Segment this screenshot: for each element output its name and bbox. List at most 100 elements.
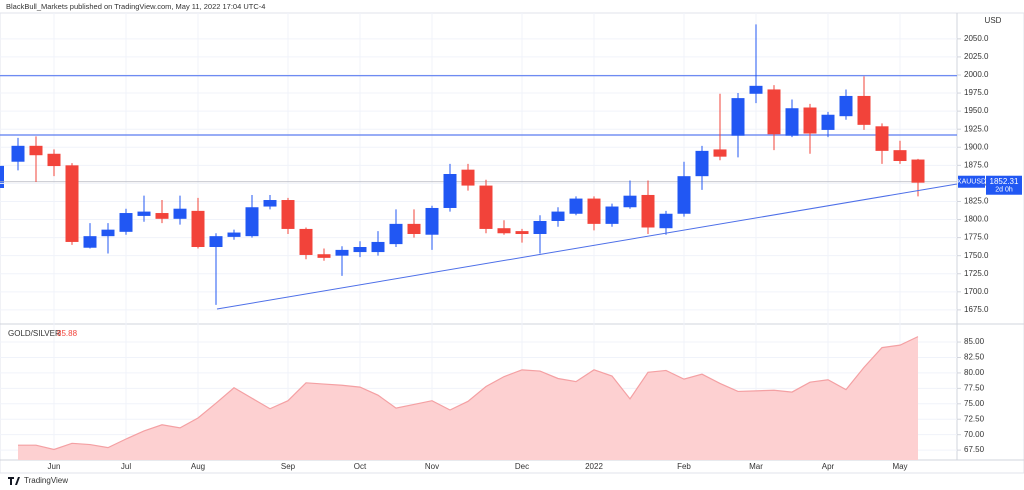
y-tick-label: 2000.0 xyxy=(964,70,989,79)
candle-body xyxy=(659,213,673,229)
candle-body xyxy=(767,89,781,135)
countdown: 2d 0h xyxy=(995,187,1013,194)
candle-body xyxy=(11,145,25,162)
candle-body xyxy=(749,85,763,94)
y-tick-label: 1900.0 xyxy=(964,142,989,151)
frame xyxy=(0,12,1024,474)
y-tick-label: 70.00 xyxy=(964,430,985,439)
candle-body xyxy=(461,169,475,186)
y-tick-label: 1725.0 xyxy=(964,269,989,278)
y-tick-label: 77.50 xyxy=(964,383,985,392)
candle-body xyxy=(839,95,853,117)
candle-body xyxy=(425,207,439,235)
candle-body xyxy=(407,223,421,234)
candle-body xyxy=(641,194,655,228)
y-tick-label: 82.50 xyxy=(964,353,985,362)
candle-body xyxy=(389,223,403,245)
candle-body xyxy=(677,176,691,214)
candle-body xyxy=(911,159,925,183)
area-line xyxy=(18,336,919,451)
marks xyxy=(0,24,957,460)
candle-body xyxy=(281,200,295,229)
y-tick-label: 1950.0 xyxy=(964,106,989,115)
currency-label: USD xyxy=(985,16,1002,25)
candle-body xyxy=(443,174,457,208)
candle-body xyxy=(623,195,637,208)
candle-body xyxy=(227,232,241,237)
candle-body xyxy=(857,95,871,125)
candle-body xyxy=(245,207,259,237)
candle-body xyxy=(875,126,889,151)
candle-body xyxy=(605,206,619,224)
x-tick-label: Mar xyxy=(749,462,763,471)
candle-body xyxy=(533,220,547,234)
candle-body xyxy=(173,208,187,219)
candle-body xyxy=(353,247,367,253)
candle-body xyxy=(371,241,385,253)
candle-body xyxy=(713,149,727,157)
candle-body xyxy=(65,165,79,242)
symbol-tag: XAUUSD xyxy=(957,179,986,186)
x-tick-label: Jun xyxy=(48,462,61,471)
candle-body xyxy=(731,98,745,136)
x-tick-label: Sep xyxy=(281,462,296,471)
candle-body xyxy=(515,231,529,234)
indicator-name: GOLD/SILVER xyxy=(8,329,61,338)
candle-body xyxy=(335,249,349,256)
candle-body xyxy=(695,150,709,177)
x-tick-label: Apr xyxy=(822,462,835,471)
candle-body xyxy=(803,107,817,134)
candle-body xyxy=(587,198,601,224)
y-tick-label: 1700.0 xyxy=(964,287,989,296)
symbol-tag-bg xyxy=(958,175,985,188)
candle-body xyxy=(785,108,799,136)
candle-body xyxy=(83,236,97,248)
y-tick-label: 75.00 xyxy=(964,399,985,408)
y-tick-label: 72.50 xyxy=(964,414,985,423)
y-tick-label: 2025.0 xyxy=(964,52,989,61)
candle-body xyxy=(209,236,223,248)
y-tick-label: 80.00 xyxy=(964,368,985,377)
x-tick-label: Oct xyxy=(354,462,367,471)
x-tick-label: Nov xyxy=(425,462,439,471)
y-tick-label: 1825.0 xyxy=(964,197,989,206)
logo-icon xyxy=(8,477,20,485)
candle-body xyxy=(893,150,907,161)
candle-body xyxy=(155,213,169,219)
x-tick-label: Jul xyxy=(121,462,131,471)
candle-body xyxy=(29,145,43,156)
y-tick-label: 1800.0 xyxy=(964,215,989,224)
x-tick-label: Feb xyxy=(677,462,691,471)
y-tick-label: 1925.0 xyxy=(964,124,989,133)
candle-body xyxy=(137,211,151,216)
y-tick-label: 1675.0 xyxy=(964,305,989,314)
footer-logo-text: TradingView xyxy=(24,476,68,485)
candle-body xyxy=(551,211,565,221)
y-tick-label: 67.50 xyxy=(964,445,985,454)
x-tick-label: Dec xyxy=(515,462,529,471)
header-title: BlackBull_Markets published on TradingVi… xyxy=(6,2,265,11)
x-tick-label: 2022 xyxy=(585,462,603,471)
x-tick-label: Aug xyxy=(191,462,205,471)
candle-body xyxy=(821,114,835,130)
price-tag: 1852.31 xyxy=(990,177,1019,186)
candle-body xyxy=(101,229,115,237)
candle-body xyxy=(497,228,511,234)
candle-body xyxy=(263,200,277,207)
area-fill xyxy=(18,336,918,460)
candle-body xyxy=(47,153,61,167)
y-tick-label: 1975.0 xyxy=(964,88,989,97)
scroll-marker xyxy=(0,165,4,188)
y-tick-label: 85.00 xyxy=(964,337,985,346)
trendline xyxy=(216,183,958,310)
y-tick-label: 1875.0 xyxy=(964,160,989,169)
candle-body xyxy=(479,185,493,229)
indicator-last-value: 85.88 xyxy=(57,329,78,338)
y-tick-label: 1750.0 xyxy=(964,251,989,260)
candle-body xyxy=(299,228,313,255)
candle-body xyxy=(119,213,133,232)
candle-body xyxy=(569,198,583,214)
candle-body xyxy=(317,254,331,258)
